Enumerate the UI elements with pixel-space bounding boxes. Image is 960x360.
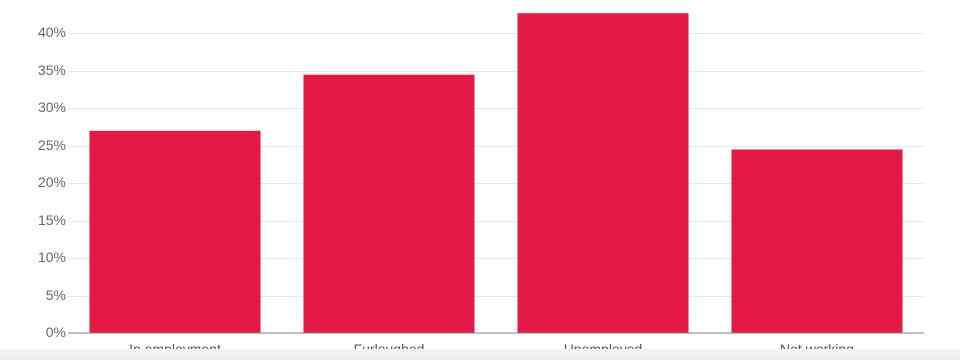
y-tick-label: 40% [38,24,66,40]
y-tick-label: 25% [38,137,66,153]
bar-in-employment [89,130,261,333]
bottom-shadow-strip [0,349,960,360]
bar-not-working [731,149,903,333]
y-tick-label: 20% [38,174,66,190]
bar-furloughed [303,74,475,333]
y-tick-label: 35% [38,62,66,78]
bars [89,13,903,333]
y-axis-tick-labels: 0% 5% 10% 15% 20% 25% 30% 35% 40% [38,24,66,340]
y-tick-label: 30% [38,99,66,115]
y-tick-label: 0% [46,324,66,340]
y-tick-label: 15% [38,212,66,228]
y-tick-label: 10% [38,249,66,265]
y-tick-label: 5% [46,287,66,303]
bar-unemployed [517,13,689,333]
